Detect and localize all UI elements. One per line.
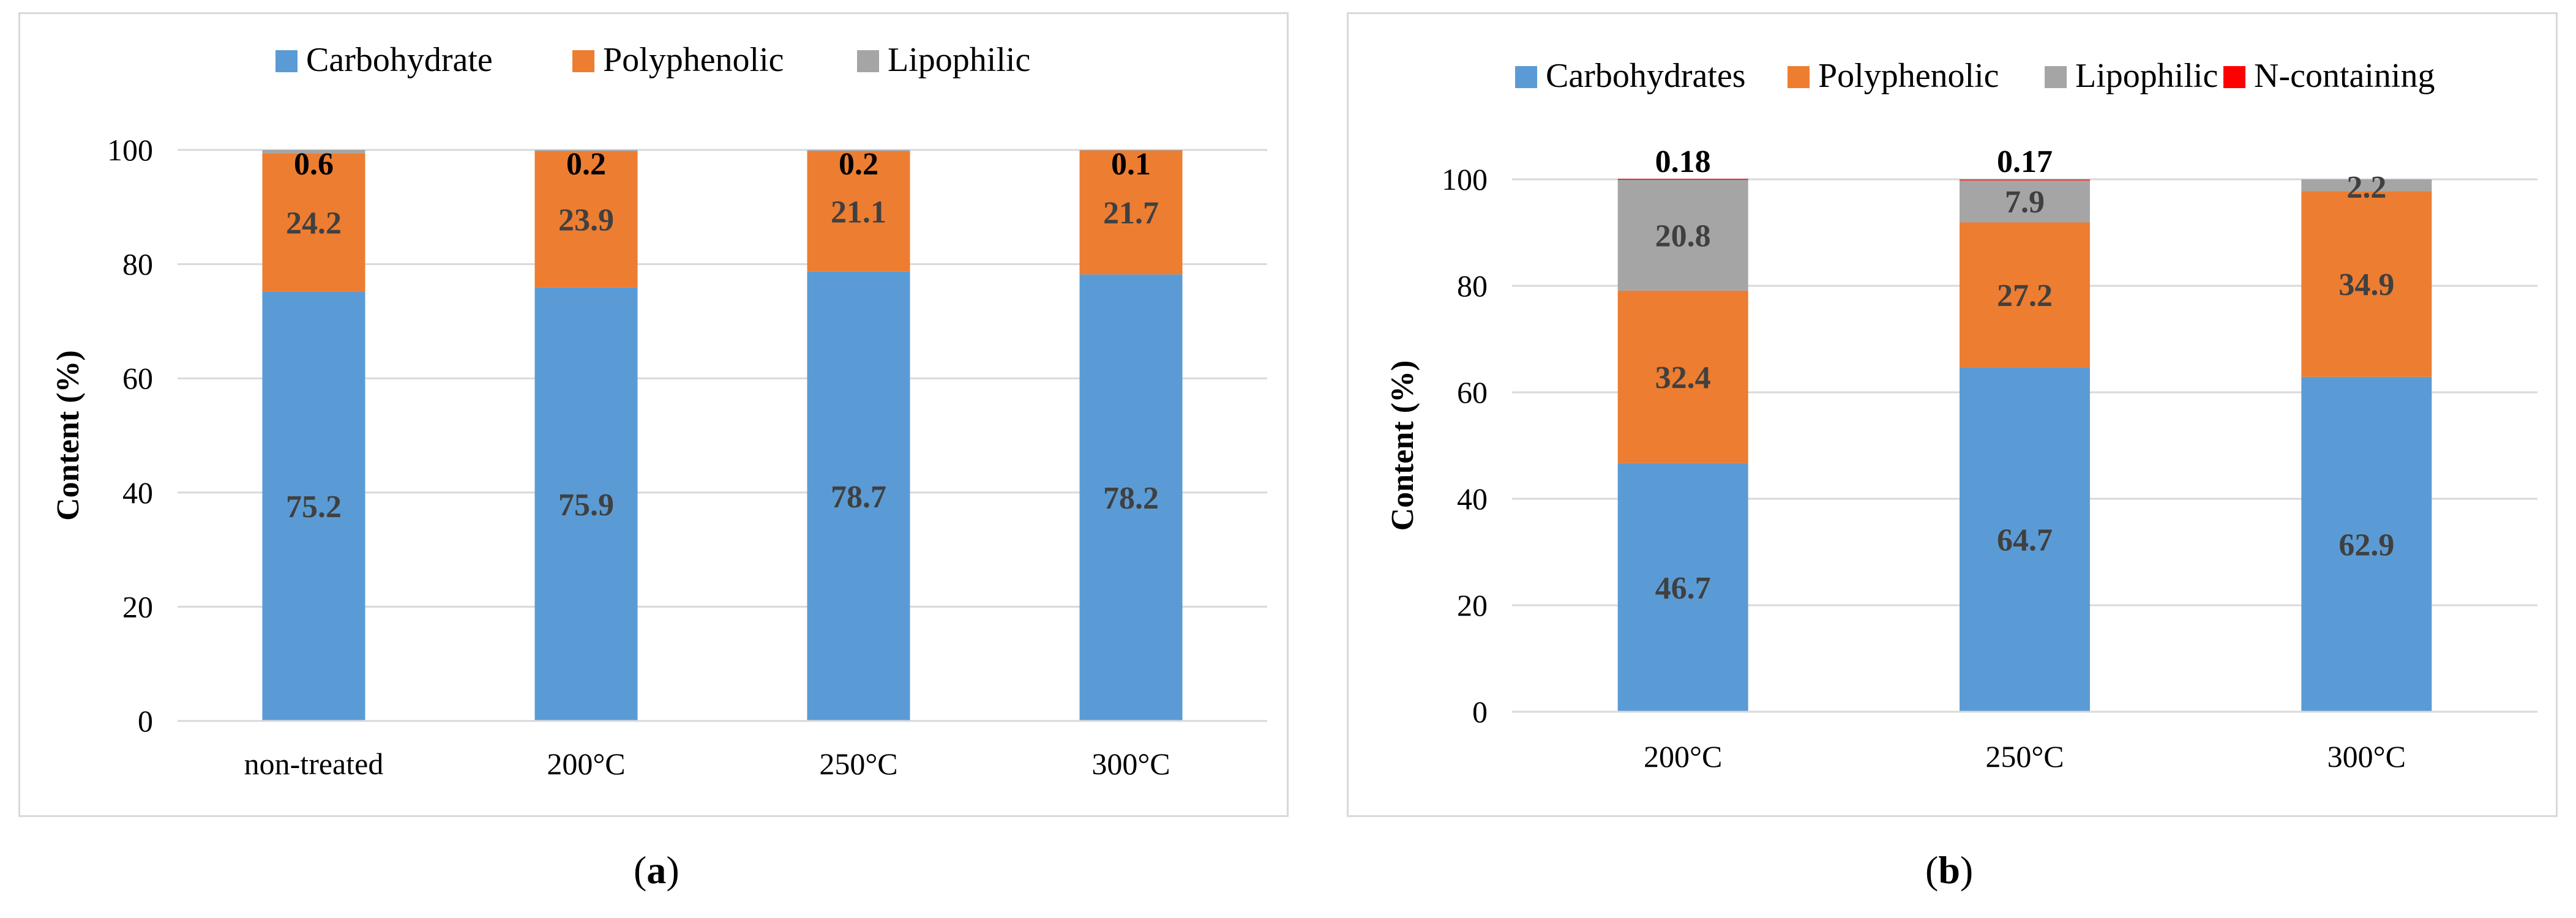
bar-segment-polyphenolic — [1079, 150, 1183, 275]
x-tick-label: 250°C — [819, 747, 897, 781]
bar-segment-carbohydrates — [2301, 376, 2432, 712]
data-label: 0.2 — [839, 147, 878, 182]
caption-close-paren: ) — [666, 848, 680, 892]
bar-segment-lipophilic — [1617, 179, 1748, 291]
bar-segment-lipophilic — [2301, 179, 2432, 192]
bar-segment-carbohydrate — [262, 291, 365, 721]
legend-label: Carbohydrates — [1546, 57, 1746, 95]
bar-segment-polyphenolic — [807, 151, 910, 272]
data-label: 27.2 — [1997, 278, 2053, 313]
legend-swatch — [2045, 66, 2067, 88]
chart-frame — [1347, 12, 2558, 817]
data-label: 0.18 — [1655, 144, 1711, 179]
caption-letter: b — [1938, 848, 1960, 892]
legend-label: Lipophilic — [2075, 57, 2218, 95]
legend-label: Polyphenolic — [603, 41, 784, 79]
y-tick-label: 20 — [122, 589, 153, 624]
data-label: 78.7 — [831, 480, 886, 515]
panel-caption-a: (a) — [634, 848, 680, 893]
data-label: 21.1 — [831, 195, 886, 230]
x-tick-label: 300°C — [2327, 739, 2406, 774]
y-tick-label: 0 — [1472, 695, 1488, 729]
caption-letter: a — [646, 848, 667, 892]
bar-segment-lipophilic — [807, 150, 910, 151]
caption-close-paren: ) — [1960, 848, 1974, 892]
data-label: 0.2 — [566, 147, 606, 182]
y-tick-label: 40 — [1457, 482, 1488, 516]
legend: Carbohydrates Polyphenolic Lipophilic N-con… — [1515, 57, 2435, 95]
y-axis-title: Content (%) — [51, 350, 86, 521]
data-label: 2.2 — [2346, 170, 2386, 205]
caption-open-paren: ( — [1925, 848, 1939, 892]
y-tick-label: 60 — [1457, 375, 1488, 409]
data-label: 75.9 — [558, 488, 614, 523]
legend-swatch — [572, 50, 594, 72]
y-tick-label: 20 — [1457, 588, 1488, 622]
x-tick-label: non-treated — [244, 747, 384, 781]
data-label: 23.9 — [558, 203, 614, 237]
bar-segment-carbohydrates — [1617, 463, 1748, 712]
bar-segment-carbohydrate — [807, 271, 910, 721]
y-tick-label: 80 — [1457, 269, 1488, 303]
bar-segment-polyphenolic — [1617, 290, 1748, 463]
legend: Carbohydrate Polyphenolic Lipophilic — [275, 41, 1030, 79]
bar-segment-polyphenolic — [534, 151, 638, 288]
bar-segment-lipophilic — [262, 150, 365, 154]
data-label: 24.2 — [286, 206, 342, 241]
bar-segment-n-containing — [1960, 179, 2090, 181]
data-label: 0.1 — [1111, 147, 1151, 182]
legend-swatch — [275, 50, 298, 72]
legend-swatch — [1515, 66, 1537, 88]
data-label: 21.7 — [1103, 196, 1159, 231]
chart-frame — [18, 12, 1289, 817]
data-label: 64.7 — [1997, 523, 2053, 558]
y-tick-label: 80 — [122, 247, 153, 282]
bar-segment-carbohydrate — [1079, 274, 1183, 721]
chart-panel-b: 0 20 40 60 80 100 Content (%) 46.7 32.4 20.8 0.18 2… — [1347, 12, 2558, 817]
data-label: 78.2 — [1103, 481, 1159, 516]
legend-label: N-containing — [2254, 57, 2435, 95]
y-tick-label: 100 — [107, 133, 153, 167]
data-label: 75.2 — [286, 490, 342, 524]
y-axis-title: Content (%) — [1385, 360, 1420, 531]
bar-segment-n-containing — [1617, 179, 1748, 180]
data-label: 0.6 — [294, 147, 334, 182]
data-label: 62.9 — [2338, 528, 2394, 562]
data-label: 0.17 — [1997, 144, 2053, 179]
y-tick-label: 40 — [122, 476, 153, 510]
x-tick-label: 300°C — [1091, 747, 1170, 781]
x-tick-label: 200°C — [1644, 739, 1722, 774]
bar-segment-polyphenolic — [1960, 222, 2090, 368]
stacked-bar-chart-b: 0 20 40 60 80 100 Content (%) 46.7 32.4 20.8 0.18 2… — [1347, 12, 2558, 817]
legend-label: Polyphenolic — [1818, 57, 1999, 95]
data-label: 20.8 — [1655, 218, 1711, 253]
legend-label: Lipophilic — [888, 41, 1030, 79]
data-label: 46.7 — [1655, 571, 1711, 606]
legend-swatch — [857, 50, 879, 72]
legend-swatch — [2223, 66, 2245, 88]
bar-segment-lipophilic — [1960, 180, 2090, 223]
y-tick-label: 60 — [122, 361, 153, 395]
caption-open-paren: ( — [634, 848, 647, 892]
stacked-bar-chart-a: 0 20 40 60 80 100 Content (%) 75.2 24.2 0.6 non-tr… — [18, 12, 1289, 817]
x-tick-label: 250°C — [1985, 739, 2064, 774]
bar-segment-lipophilic — [534, 150, 638, 151]
bar-segment-carbohydrate — [534, 287, 638, 721]
y-tick-label: 100 — [1442, 162, 1488, 196]
bar-segment-polyphenolic — [262, 153, 365, 292]
legend-swatch — [1788, 66, 1810, 88]
y-tick-label: 0 — [138, 704, 153, 738]
data-label: 7.9 — [2005, 185, 2045, 220]
x-tick-label: 200°C — [547, 747, 625, 781]
chart-panel-a: 0 20 40 60 80 100 Content (%) 75.2 24.2 0.6 non-tr… — [18, 12, 1289, 817]
data-label: 34.9 — [2338, 267, 2394, 302]
bar-segment-polyphenolic — [2301, 191, 2432, 377]
panel-caption-b: (b) — [1925, 848, 1973, 893]
bar-segment-carbohydrates — [1960, 367, 2090, 712]
bar-segment-lipophilic — [1079, 150, 1183, 151]
data-label: 32.4 — [1655, 360, 1711, 395]
legend-label: Carbohydrate — [306, 41, 493, 79]
